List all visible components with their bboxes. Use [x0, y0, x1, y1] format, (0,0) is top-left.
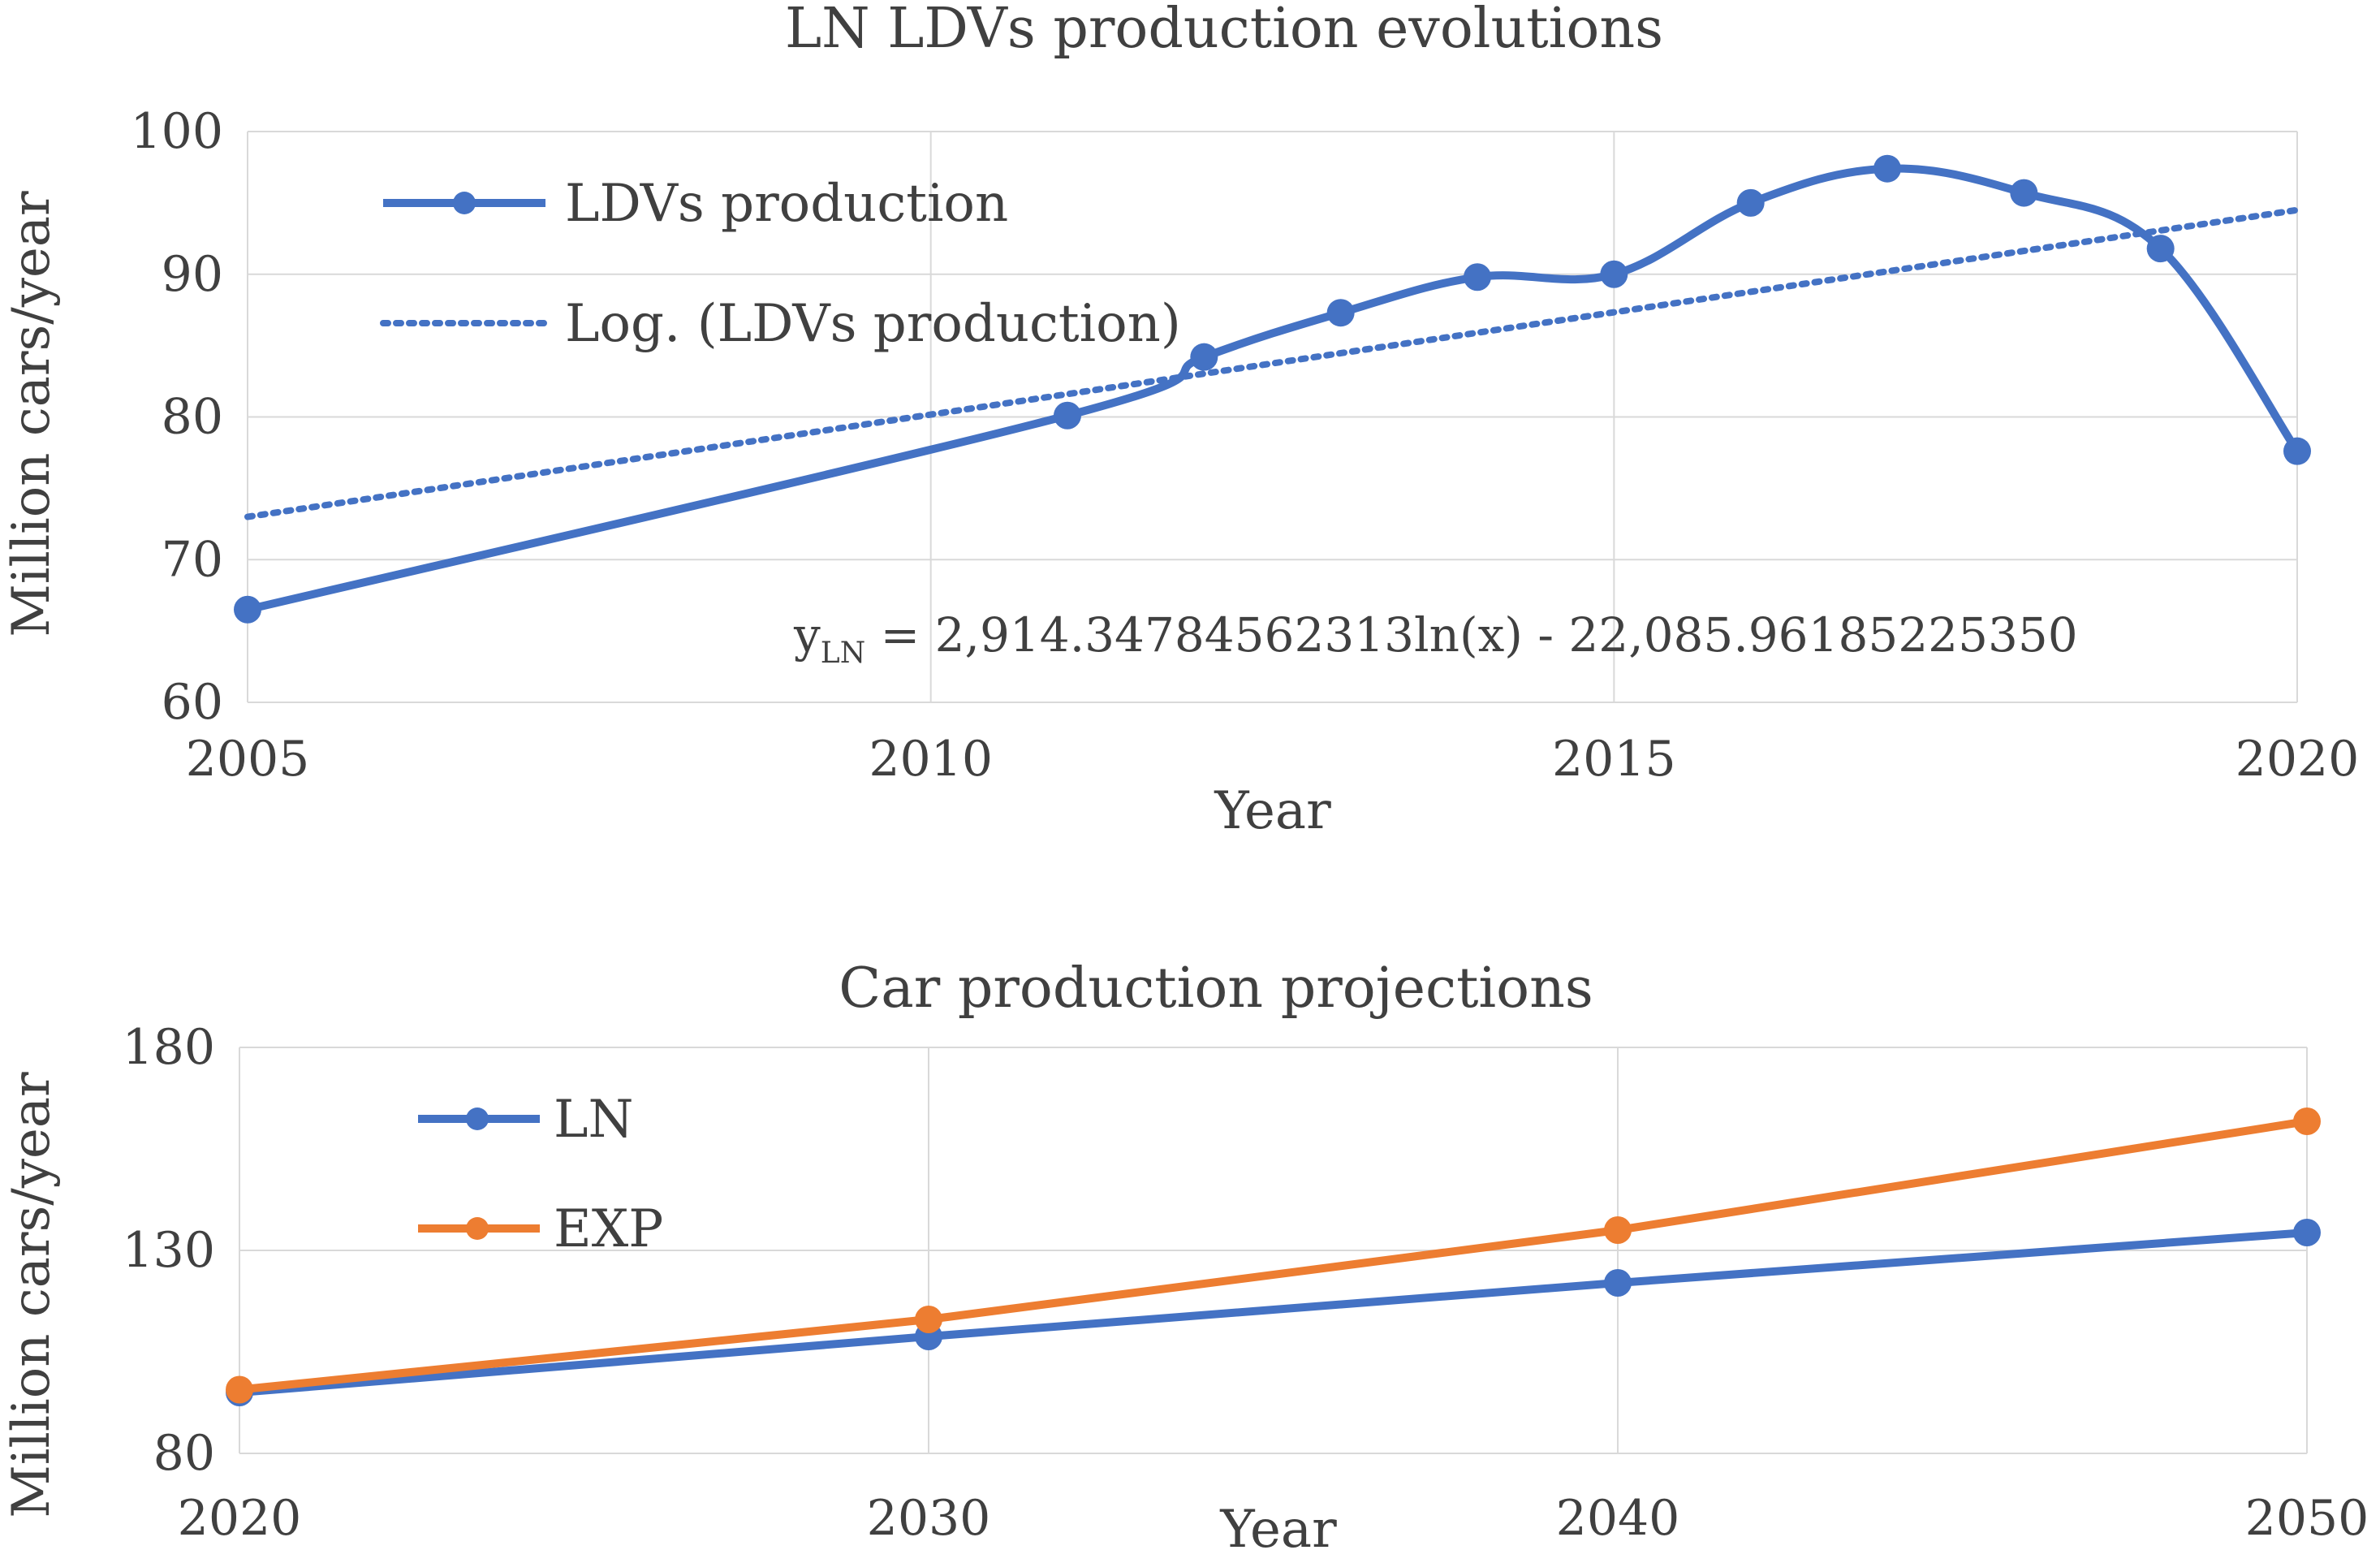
data-point [1464, 263, 1491, 291]
y-tick-label: 80 [153, 1425, 215, 1482]
x-tick-label: 2040 [1556, 1490, 1680, 1547]
chart2-gridlines [239, 1047, 2308, 1454]
x-tick-label: 2005 [186, 731, 310, 788]
data-point [1600, 260, 1628, 288]
y-tick-label: 70 [162, 531, 223, 588]
trendline-equation: yLN = 2,914.34784562313ln(x) - 22,085.96… [793, 607, 2078, 670]
legend-ln: LN [554, 1090, 634, 1150]
data-point [915, 1306, 942, 1333]
chart1-gridlines [247, 131, 2298, 703]
series-line-ldvs-production [246, 164, 2301, 614]
data-point [1326, 299, 1355, 327]
chart1-y-ticks: 60 70 80 90 100 [130, 103, 223, 731]
chart2-x-ticks: 2020 2030 2040 2050 [178, 1490, 2369, 1547]
chart2-title: Car production projections [839, 956, 1593, 1021]
chart1-series [234, 154, 2311, 624]
data-point [2146, 235, 2175, 263]
x-tick-label: 2010 [869, 731, 993, 788]
x-tick-label: 2020 [2236, 731, 2360, 788]
data-point [1736, 188, 1765, 217]
data-point [234, 595, 261, 624]
data-point [1054, 401, 1081, 430]
y-tick-label: 80 [162, 389, 223, 446]
data-point [1190, 343, 1218, 371]
chart2-y-ticks: 80 130 180 [122, 1019, 215, 1482]
y-tick-label: 180 [122, 1019, 215, 1076]
equation-subscript: LN [821, 637, 865, 670]
chart2-series [226, 1107, 2321, 1406]
data-point [1604, 1216, 1632, 1244]
trendline [244, 206, 2300, 520]
chart1-y-axis-label: Million cars/year [2, 191, 62, 637]
legend-log-trendline: Log. (LDVs production) [565, 294, 1181, 354]
x-tick-label: 2030 [867, 1490, 991, 1547]
legend-exp: EXP [554, 1199, 663, 1259]
data-point [226, 1375, 253, 1404]
data-point [2293, 1219, 2321, 1246]
legend-marker [453, 192, 476, 214]
chart1-x-ticks: 2005 2010 2015 2020 [186, 731, 2360, 788]
y-tick-label: 60 [162, 674, 223, 731]
series-line-ln [239, 1228, 2308, 1397]
chart1-x-axis-label: Year [1214, 781, 1331, 841]
y-tick-label: 130 [122, 1222, 215, 1279]
x-tick-label: 2015 [1552, 731, 1676, 788]
legend-ldv-production: LDVs production [565, 174, 1008, 234]
data-point [2283, 437, 2311, 465]
chart2-legend: LN EXP [418, 1090, 663, 1259]
chart1-legend: LDVs production Log. (LDVs production) [380, 174, 1181, 354]
equation-y: y [793, 607, 821, 663]
ldv-production-chart: LN LDVs production evolutions 60 70 80 90 10… [2, 0, 2359, 841]
x-tick-label: 2020 [178, 1490, 302, 1547]
x-tick-label: 2050 [2245, 1490, 2369, 1547]
legend-exp-marker [466, 1217, 489, 1240]
data-point [2010, 179, 2038, 207]
data-point [2293, 1107, 2321, 1135]
series-line-exp [239, 1117, 2308, 1394]
data-point [1604, 1269, 1632, 1297]
legend-ln-marker [466, 1107, 489, 1130]
chart1-title: LN LDVs production evolutions [785, 0, 1663, 61]
y-tick-label: 100 [130, 103, 223, 160]
car-projections-chart: Car production projections 80 130 180 2020… [2, 956, 2369, 1560]
chart2-y-axis-label: Million cars/year [2, 1072, 62, 1518]
y-tick-label: 90 [162, 246, 223, 303]
data-point [1873, 154, 1901, 183]
equation-formula: = 2,914.34784562313ln(x) - 22,085.961852… [865, 607, 2078, 663]
chart2-x-axis-label: Year [1219, 1500, 1337, 1560]
